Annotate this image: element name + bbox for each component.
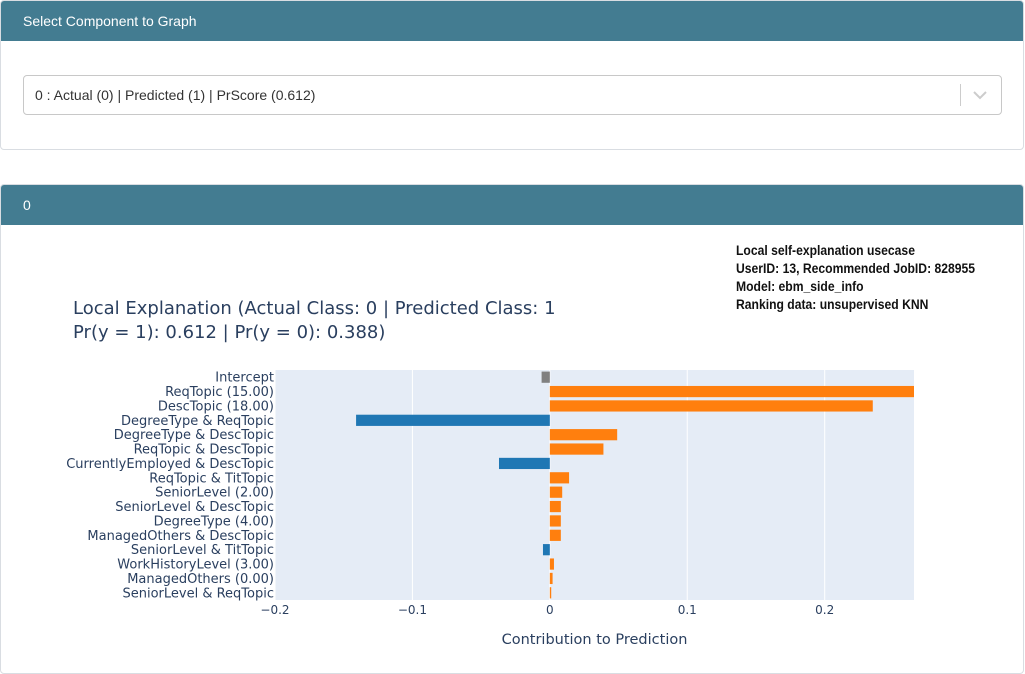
y-tick-label: SeniorLevel & ReqTopic [122,586,274,601]
bar [549,385,914,398]
bar [541,371,550,383]
bar [549,558,554,570]
graph-panel-header: 0 [1,185,1023,225]
x-tick-label: −0.1 [398,603,427,617]
y-tick-label: CurrentlyEmployed & DescTopic [66,457,274,472]
y-tick-label: ReqTopic & DescTopic [134,443,274,458]
x-tick-label: −0.2 [260,603,289,617]
annotation-line: UserID: 13, Recommended JobID: 828955 [736,261,976,276]
annotation-line: Ranking data: unsupervised KNN [736,297,929,312]
bar [549,515,561,527]
component-select-value: 0 : Actual (0) | Predicted (1) | PrScore… [35,87,316,103]
y-tick-label: SeniorLevel & TitTopic [131,543,274,558]
y-tick-label: SeniorLevel & DescTopic [115,500,274,515]
annotation-line: Model: ebm_side_info [736,279,864,294]
y-tick-label: WorkHistoryLevel (3.00) [117,558,274,573]
bar [549,572,553,585]
bar [549,443,604,455]
explanation-annotation: Local self-explanation usecase UserID: 1… [736,242,975,314]
y-tick-label: DegreeType (4.00) [154,514,274,529]
chevron-down-icon[interactable] [971,86,989,104]
bar [542,544,550,556]
bar [549,486,563,498]
bar [498,457,550,470]
y-tick-label: ManagedOthers (0.00) [127,572,274,587]
bar [549,429,618,441]
chart-title-line-1: Local Explanation (Actual Class: 0 | Pre… [73,298,556,319]
y-tick-label: ReqTopic & TitTopic [149,471,274,486]
y-tick-label: Intercept [215,371,274,386]
component-select-dropdown[interactable]: 0 : Actual (0) | Predicted (1) | PrScore… [23,75,1002,115]
y-tick-label: DegreeType & ReqTopic [121,414,274,429]
x-axis-label: Contribution to Prediction [502,632,688,648]
bar [549,472,570,484]
x-tick-label: 0.2 [815,603,834,617]
bar [549,587,552,599]
bar [549,400,873,412]
chart-title: Local Explanation (Actual Class: 0 | Pre… [73,297,556,345]
bar [549,529,561,541]
y-tick-label: DescTopic (18.00) [158,399,274,414]
y-tick-label: ReqTopic (15.00) [165,385,274,400]
x-tick-label: 0.1 [678,603,697,617]
chart-title-line-2: Pr(y = 1): 0.612 | Pr(y = 0): 0.388) [73,322,386,343]
bar [549,500,561,513]
component-panel-header: Select Component to Graph [1,1,1023,41]
component-select-panel: Select Component to Graph 0 : Actual (0)… [0,0,1024,150]
y-tick-label: DegreeType & DescTopic [114,428,274,443]
select-separator [960,84,961,106]
y-tick-label: SeniorLevel (2.00) [155,486,274,501]
y-tick-label: ManagedOthers & DescTopic [87,529,274,544]
annotation-line: Local self-explanation usecase [736,243,915,258]
graph-panel: 0 Local self-explanation usecase UserID:… [0,184,1024,674]
x-tick-label: 0 [546,603,554,617]
bar [356,414,550,426]
